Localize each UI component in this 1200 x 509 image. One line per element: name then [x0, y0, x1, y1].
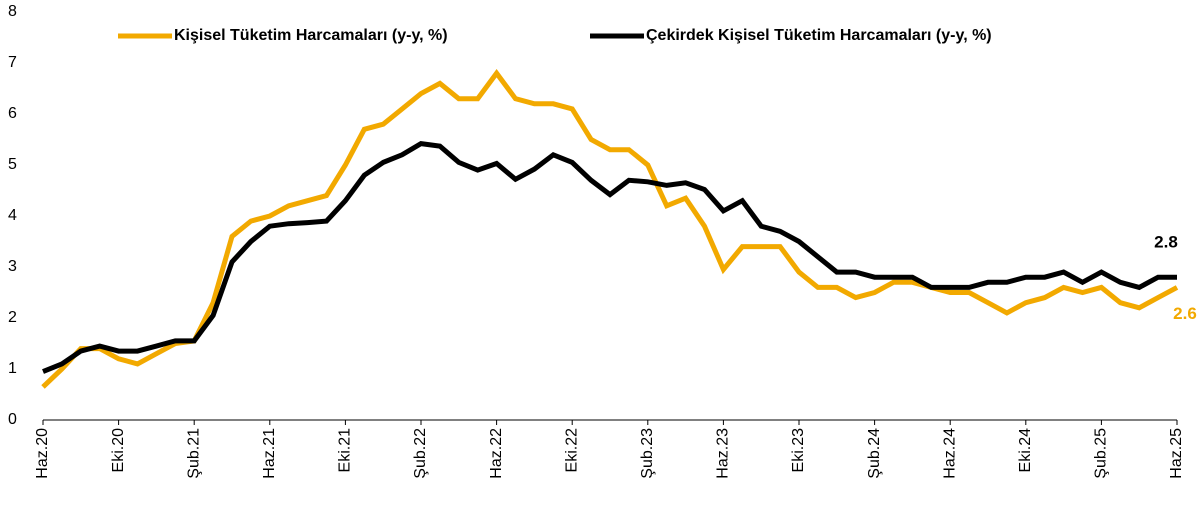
legend-label: Çekirdek Kişisel Tüketim Harcamaları (y-… [646, 27, 992, 44]
x-tick-label: Eki.21 [337, 428, 354, 473]
x-tick-label: Şub.21 [185, 428, 202, 479]
y-tick-label: 7 [8, 54, 17, 71]
x-tick-label: Eki.24 [1017, 428, 1034, 473]
x-tick-label: Haz.24 [941, 428, 958, 479]
y-tick-label: 0 [8, 411, 17, 428]
series-line [42, 141, 1177, 374]
end-label: 2.6 [1173, 304, 1197, 323]
x-tick-label: Şub.25 [1093, 428, 1110, 479]
x-tick-label: Şub.23 [639, 428, 656, 479]
x-tick-label: Şub.24 [866, 428, 883, 479]
y-tick-label: 8 [8, 3, 17, 20]
x-tick-label: Haz.20 [34, 428, 51, 479]
y-tick-label: 1 [8, 360, 17, 377]
x-tick-label: Şub.22 [412, 428, 429, 479]
y-tick-label: 4 [8, 207, 17, 224]
x-tick-label: Haz.25 [1168, 428, 1185, 479]
y-tick-label: 5 [8, 156, 17, 173]
y-tick-label: 6 [8, 105, 17, 122]
end-label: 2.8 [1154, 233, 1178, 252]
y-tick-label: 2 [8, 309, 17, 326]
x-tick-label: Haz.21 [261, 428, 278, 479]
series-line [41, 69, 1179, 389]
x-tick-label: Haz.23 [715, 428, 732, 479]
legend-label: Kişisel Tüketim Harcamaları (y-y, %) [174, 27, 448, 44]
x-tick-label: Haz.22 [488, 428, 505, 479]
x-tick-label: Eki.23 [790, 428, 807, 473]
y-tick-label: 3 [8, 258, 17, 275]
x-tick-label: Eki.20 [110, 428, 127, 473]
x-tick-label: Eki.22 [563, 428, 580, 473]
